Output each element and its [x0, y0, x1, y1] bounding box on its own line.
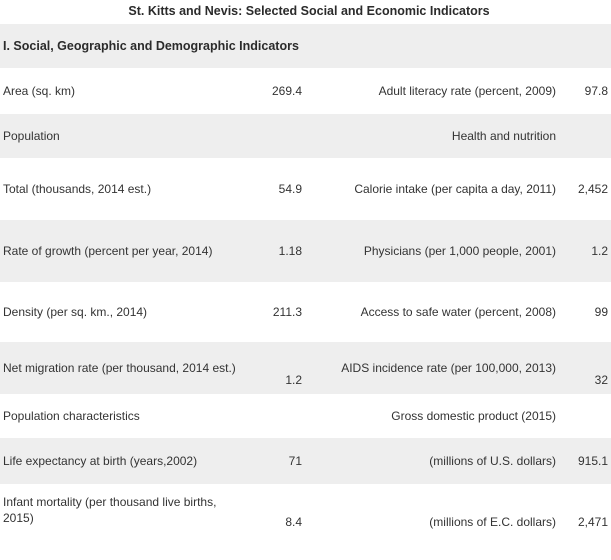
row-value: 8.4	[285, 515, 302, 529]
row-label: Net migration rate (per thousand, 2014 e…	[0, 342, 250, 394]
row-label: Area (sq. km)	[3, 84, 76, 98]
row-label: (millions of E.C. dollars)	[429, 515, 556, 529]
row-label: Population characteristics	[3, 409, 140, 423]
row-label: Physicians (per 1,000 people, 2001)	[305, 220, 559, 282]
row-value	[559, 114, 611, 158]
row-label: Total (thousands, 2014 est.)	[3, 182, 152, 196]
row-value	[250, 114, 305, 158]
row-value: 1.2	[559, 220, 611, 282]
row-value	[559, 394, 611, 438]
table-row: Rate of growth (percent per year, 2014) …	[0, 220, 611, 282]
row-label: Access to safe water (percent, 2008)	[360, 305, 556, 319]
row-label: Adult literacy rate (percent, 2009)	[378, 84, 556, 98]
row-label: Health and nutrition	[305, 114, 559, 158]
indicators-table: I. Social, Geographic and Demographic In…	[0, 24, 611, 536]
row-value: 97.8	[584, 84, 609, 98]
row-value: 1.2	[250, 342, 305, 394]
table-row: Infant mortality (per thousand live birt…	[0, 484, 611, 536]
table-row: Life expectancy at birth (years,2002) 71…	[0, 438, 611, 484]
row-value: 54.9	[278, 182, 302, 196]
table-row: Area (sq. km) 269.4 Adult literacy rate …	[0, 68, 611, 114]
row-label: Calorie intake (per capita a day, 2011)	[354, 182, 556, 196]
table-row: Total (thousands, 2014 est.) 54.9 Calori…	[0, 158, 611, 220]
table-row: Population Health and nutrition	[0, 114, 611, 158]
row-label: Gross domestic product (2015)	[391, 409, 556, 423]
row-value: 71	[250, 438, 305, 484]
table-row: Population characteristics Gross domesti…	[0, 394, 611, 438]
row-value: 269.4	[271, 84, 302, 98]
row-value: 915.1	[559, 438, 611, 484]
row-label: Rate of growth (percent per year, 2014)	[0, 220, 250, 282]
section-heading: I. Social, Geographic and Demographic In…	[0, 24, 611, 68]
section-header-row: I. Social, Geographic and Demographic In…	[0, 24, 611, 68]
row-value: 1.18	[250, 220, 305, 282]
row-label: Infant mortality (per thousand live birt…	[3, 495, 217, 525]
row-value: 211.3	[272, 305, 302, 319]
row-label: Population	[0, 114, 250, 158]
row-value: 99	[594, 305, 609, 319]
row-value: 32	[559, 342, 611, 394]
row-label: Life expectancy at birth (years,2002)	[0, 438, 250, 484]
row-value: 2,452	[578, 182, 609, 196]
row-label: AIDS incidence rate (per 100,000, 2013)	[305, 342, 559, 394]
table-row: Density (per sq. km., 2014) 211.3 Access…	[0, 282, 611, 342]
table-row: Net migration rate (per thousand, 2014 e…	[0, 342, 611, 394]
row-value: 2,471	[578, 515, 609, 529]
row-label: (millions of U.S. dollars)	[305, 438, 559, 484]
row-value	[250, 394, 305, 438]
row-label: Density (per sq. km., 2014)	[3, 305, 148, 319]
table-title: St. Kitts and Nevis: Selected Social and…	[128, 4, 490, 18]
